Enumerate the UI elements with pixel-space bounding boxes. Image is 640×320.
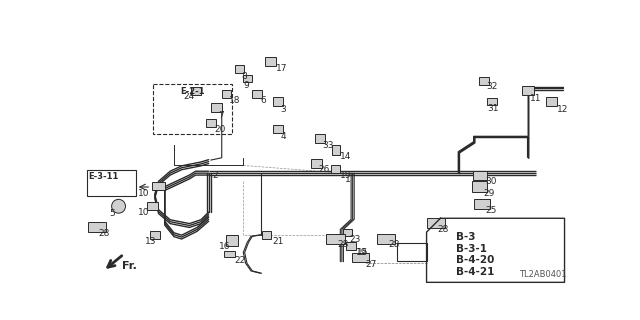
Bar (153, 84, 232, 134)
Text: 13: 13 (145, 237, 156, 246)
Bar (191, 86, 200, 95)
Bar (473, 171, 486, 180)
Text: 10: 10 (138, 208, 149, 217)
Bar (211, 103, 221, 112)
Bar (346, 243, 356, 250)
Text: 28: 28 (337, 240, 349, 249)
Text: 32: 32 (486, 82, 497, 91)
Bar (221, 90, 231, 98)
Text: 6: 6 (260, 96, 266, 105)
Text: 25: 25 (485, 206, 497, 215)
Text: 15: 15 (357, 248, 369, 257)
Bar (474, 199, 490, 209)
Bar (488, 98, 497, 105)
Bar (252, 90, 262, 98)
Text: 29: 29 (484, 188, 495, 197)
Text: 30: 30 (485, 177, 497, 186)
Text: 9: 9 (243, 81, 249, 90)
Text: 12: 12 (557, 105, 568, 114)
Text: 11: 11 (530, 94, 541, 103)
Bar (262, 231, 271, 239)
Bar (316, 134, 325, 143)
Bar (265, 57, 276, 66)
Text: 33: 33 (323, 141, 334, 150)
Bar (479, 76, 488, 85)
Text: B-4-20: B-4-20 (456, 255, 494, 265)
Text: 20: 20 (214, 124, 225, 134)
Bar (397, 243, 427, 261)
Text: B-3-1: B-3-1 (456, 244, 487, 254)
Text: E-3-11: E-3-11 (88, 172, 118, 181)
Bar (152, 182, 164, 190)
Bar (311, 158, 322, 168)
Text: 8: 8 (242, 71, 248, 81)
Bar (331, 165, 340, 173)
Text: B-3: B-3 (456, 232, 476, 242)
Text: 27: 27 (365, 260, 376, 269)
Text: Fr.: Fr. (122, 260, 136, 270)
Text: 19: 19 (356, 248, 367, 257)
Bar (206, 119, 216, 127)
Text: TL2AB0401: TL2AB0401 (519, 270, 566, 279)
Text: 2: 2 (212, 171, 218, 180)
Bar (427, 218, 445, 228)
Bar (472, 181, 488, 192)
Text: 23: 23 (349, 235, 361, 244)
Text: 26: 26 (319, 165, 330, 174)
Text: 28: 28 (437, 225, 449, 234)
Text: 18: 18 (230, 96, 241, 105)
Text: 5: 5 (109, 209, 115, 218)
Circle shape (111, 199, 125, 213)
Bar (224, 251, 235, 258)
Bar (545, 97, 557, 106)
Text: E-2-1: E-2-1 (180, 87, 205, 96)
Text: 14: 14 (340, 152, 351, 161)
Bar (332, 145, 340, 155)
Bar (147, 203, 158, 210)
Bar (235, 65, 244, 73)
Bar (243, 75, 252, 82)
Text: 19: 19 (340, 171, 351, 180)
Bar (352, 253, 369, 262)
Text: 10: 10 (138, 189, 149, 198)
Bar (342, 228, 352, 236)
Text: 22: 22 (234, 256, 245, 265)
Text: 7: 7 (219, 111, 225, 120)
Bar (225, 235, 238, 245)
Bar (86, 170, 136, 196)
Bar (326, 234, 345, 244)
Bar (150, 230, 160, 239)
Text: 28: 28 (99, 229, 110, 238)
Text: 28: 28 (388, 240, 399, 249)
Bar (273, 125, 283, 133)
Bar (522, 86, 534, 95)
Bar (273, 97, 283, 106)
Text: 17: 17 (276, 64, 287, 73)
Text: 31: 31 (488, 104, 499, 113)
Text: 1: 1 (345, 175, 351, 184)
Text: 16: 16 (219, 243, 230, 252)
Text: 4: 4 (280, 132, 286, 141)
Text: 21: 21 (273, 237, 284, 246)
Text: 24: 24 (183, 92, 195, 101)
Bar (88, 222, 106, 232)
Bar (376, 234, 395, 244)
Text: B-4-21: B-4-21 (456, 267, 494, 277)
Text: 3: 3 (280, 105, 286, 114)
